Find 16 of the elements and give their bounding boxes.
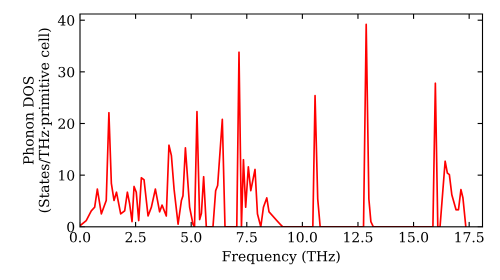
y-tick-label: 30 (58, 66, 74, 78)
y-axis-title: Phonon DOS (States/THz·primitive cell) (22, 28, 52, 212)
line-series (80, 23, 467, 227)
x-tick-label: 15.0 (400, 232, 428, 242)
x-axis-title: Frequency (THz) (222, 250, 340, 264)
x-tick-label: 7.5 (236, 232, 257, 242)
x-tick-label: 5.0 (181, 232, 202, 242)
x-tick-label: 2.5 (125, 232, 146, 242)
x-tick-label: 0.0 (70, 232, 90, 242)
x-tick-label: 12.5 (344, 232, 372, 242)
y-tick-label: 0 (67, 222, 74, 232)
y-tick-label: 10 (59, 170, 74, 181)
x-tick-label: 10.0 (288, 232, 317, 242)
x-tick-label: 17.5 (455, 232, 484, 242)
y-tick-label: 40 (58, 15, 74, 26)
y-tick-label: 20 (58, 118, 74, 129)
